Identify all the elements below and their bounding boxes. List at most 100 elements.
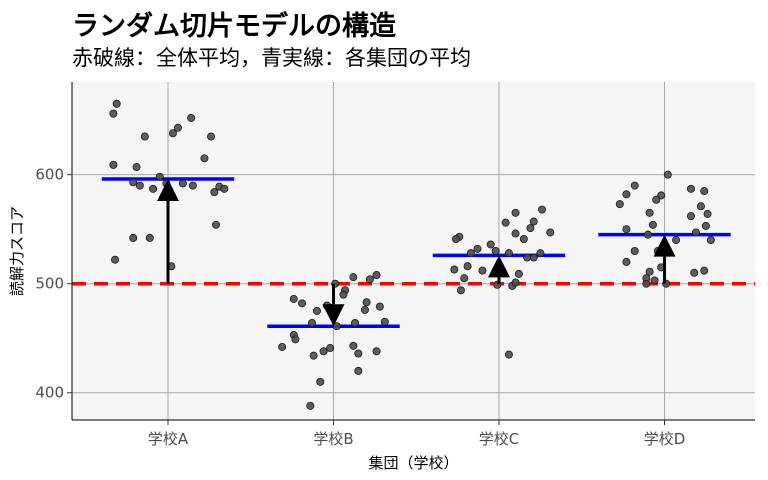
data-point (657, 191, 666, 200)
data-point (354, 366, 363, 375)
data-point (178, 179, 187, 188)
data-point (306, 401, 315, 410)
data-point (486, 240, 495, 249)
data-point (291, 335, 300, 344)
data-point (526, 224, 535, 233)
data-point (501, 218, 510, 227)
arrow-head (157, 179, 179, 202)
x-tick-label: 学校A (148, 430, 189, 448)
data-point (622, 257, 631, 266)
data-point (622, 190, 631, 199)
data-point (686, 184, 695, 193)
data-point (349, 341, 358, 350)
data-point (523, 253, 532, 262)
data-point (112, 99, 121, 108)
data-point (546, 228, 555, 237)
data-point (278, 342, 287, 351)
data-point (645, 208, 654, 217)
data-point (450, 265, 459, 274)
chart-title: ランダム切片モデルの構造 (72, 11, 396, 42)
data-point (354, 349, 363, 358)
data-point (298, 299, 307, 308)
x-tick-label: 学校D (644, 430, 686, 448)
data-point (220, 184, 229, 193)
data-point (289, 294, 298, 303)
data-point (155, 172, 164, 181)
data-point (650, 276, 659, 285)
data-point (478, 266, 487, 275)
data-point (109, 109, 118, 118)
data-point (207, 132, 216, 141)
data-point (511, 278, 520, 287)
deviation-arrow (322, 283, 345, 327)
axes: 400 500 600 学校A 学校B 学校C 学校D (35, 82, 755, 448)
data-point (622, 225, 631, 234)
data-point (451, 235, 460, 244)
data-point (504, 249, 513, 258)
data-point (129, 178, 138, 187)
data-point (173, 123, 182, 132)
data-point (372, 347, 381, 356)
data-point (332, 322, 341, 331)
data-point (307, 318, 316, 327)
data-point (132, 163, 141, 172)
data-point (690, 268, 699, 277)
data-point (700, 187, 709, 196)
data-point (211, 220, 220, 229)
deviation-arrow (157, 179, 179, 284)
deviation-arrow (488, 255, 510, 284)
data-point (536, 249, 545, 258)
data-point (703, 209, 712, 218)
data-point (309, 351, 318, 360)
data-point (200, 154, 209, 163)
y-tick-label: 600 (35, 166, 64, 184)
y-tick-label: 500 (35, 275, 64, 293)
data-point (187, 113, 196, 122)
data-point (456, 286, 465, 295)
data-point (349, 273, 358, 282)
y-axis-title: 読解力スコア (8, 206, 26, 296)
data-point (140, 132, 149, 141)
data-point (630, 181, 639, 190)
deviation-arrows (157, 179, 676, 327)
data-point (145, 233, 154, 242)
data-point (706, 236, 715, 245)
data-point (686, 212, 695, 221)
data-point (312, 306, 321, 315)
data-point (701, 221, 710, 230)
data-point (529, 217, 538, 226)
data-point (504, 350, 513, 359)
plot-panel (72, 82, 755, 420)
data-point (316, 377, 325, 386)
data-point (643, 230, 652, 239)
chart-subtitle: 赤破線：全体平均，青実線：各集団の平均 (72, 46, 471, 70)
data-point (375, 302, 384, 311)
data-point (111, 255, 120, 264)
data-point (511, 208, 520, 217)
arrow-head (653, 234, 676, 257)
y-tick-label: 400 (35, 384, 64, 402)
data-point (351, 318, 360, 327)
data-point (365, 275, 374, 284)
data-point (129, 233, 138, 242)
data-point (652, 195, 661, 204)
data-point (380, 317, 389, 326)
arrow-head (488, 255, 510, 278)
data-point (362, 298, 371, 307)
x-tick-label: 学校B (313, 430, 353, 448)
data-point (319, 347, 328, 356)
data-point (648, 220, 657, 229)
data-point (691, 228, 700, 237)
data-point (642, 279, 651, 288)
data-point (615, 200, 624, 209)
data-point (491, 246, 500, 255)
deviation-arrow (653, 234, 676, 284)
data-point (188, 181, 197, 190)
data-point (326, 344, 335, 353)
data-point (538, 205, 547, 214)
data-point (519, 235, 528, 244)
data-point (460, 274, 469, 283)
data-point (149, 184, 158, 193)
data-point (630, 246, 639, 255)
